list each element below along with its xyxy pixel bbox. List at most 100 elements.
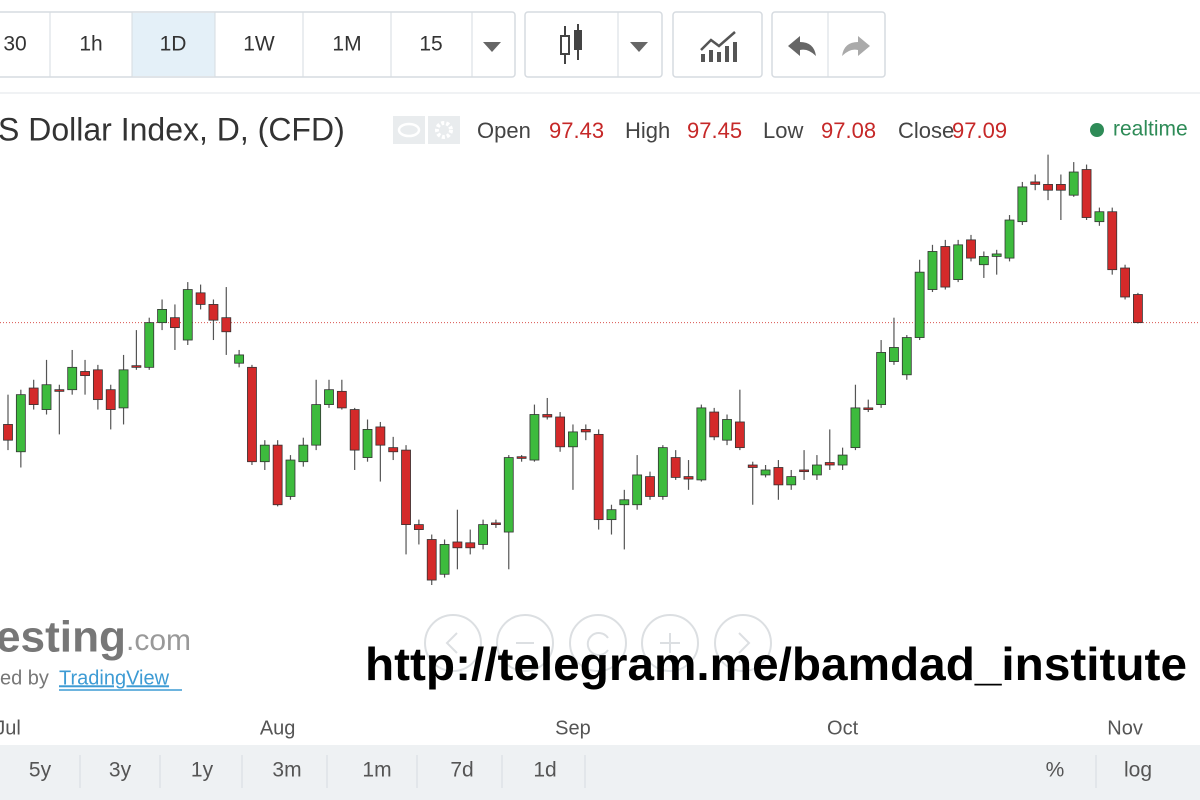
candle-body	[1043, 184, 1053, 191]
x-tick-label: Aug	[260, 717, 296, 739]
candle-body	[786, 476, 797, 486]
interval-button[interactable]: 1D	[160, 33, 187, 56]
reset[interactable]	[569, 614, 627, 672]
candle-body	[966, 239, 976, 259]
candle-body	[1133, 294, 1143, 324]
interval-button[interactable]: 15	[419, 33, 442, 56]
candle-body	[927, 251, 938, 290]
candle-body	[157, 309, 167, 324]
candle-body	[401, 449, 411, 525]
scroll-left[interactable]	[424, 614, 482, 672]
candle-body	[28, 387, 39, 405]
dropdown-arrow[interactable]	[483, 42, 501, 52]
candle-icon	[560, 24, 582, 64]
candle-body	[285, 459, 296, 497]
range-button[interactable]: 7d	[450, 759, 473, 782]
symbol-title: S Dollar Index, D, (CFD)	[0, 111, 345, 147]
candle-body	[812, 464, 822, 476]
interval-button[interactable]: 1M	[332, 33, 361, 56]
candle-body	[709, 411, 720, 438]
x-tick-label: Jul	[0, 717, 21, 739]
interval-button[interactable]: 1W	[243, 33, 275, 56]
candle-body	[645, 476, 655, 497]
candle-body	[503, 457, 514, 533]
candle-body	[413, 524, 424, 530]
interval-button[interactable]: 1h	[79, 33, 102, 56]
range-button[interactable]: 1d	[533, 759, 556, 782]
interval-button[interactable]: 30	[3, 33, 26, 56]
candle-body	[568, 431, 578, 448]
range-button[interactable]: 5y	[29, 759, 52, 782]
bottom-bar	[0, 745, 1200, 800]
candle-body	[593, 433, 604, 521]
scroll-right[interactable]	[714, 614, 772, 672]
candle-body	[362, 429, 373, 458]
ohlc-label: High	[625, 118, 670, 143]
candle-body	[15, 394, 26, 453]
candle-body	[889, 347, 899, 362]
candle-body	[542, 414, 553, 418]
candle-body	[863, 407, 874, 410]
range-button[interactable]: 3y	[109, 759, 132, 782]
x-tick-label: Sep	[555, 717, 591, 739]
range-button[interactable]: 1y	[191, 759, 214, 782]
scale-button[interactable]: %	[1046, 759, 1065, 782]
candle-body	[465, 542, 476, 549]
eye-icon	[397, 122, 421, 138]
candle-body	[3, 424, 13, 441]
candle-body	[1004, 219, 1015, 259]
plot	[0, 154, 1200, 586]
candle-body	[657, 447, 668, 497]
candle-body	[182, 289, 193, 341]
candle-body	[824, 462, 835, 466]
ohlc-value: 97.09	[952, 118, 1007, 143]
candle-body	[760, 469, 771, 476]
candle-body	[426, 539, 437, 581]
candle-body	[991, 253, 1002, 257]
candle-body	[1107, 211, 1118, 271]
candle-body	[92, 369, 103, 401]
candle-body	[529, 414, 540, 461]
dropdown-arrow[interactable]	[630, 42, 648, 52]
undo-icon[interactable]	[788, 36, 816, 56]
candle-body	[491, 522, 501, 525]
range-button[interactable]: 3m	[272, 759, 301, 782]
candle-body	[1068, 171, 1079, 196]
tradingview-link[interactable]: TradingView	[59, 667, 170, 689]
range-button[interactable]: 1m	[362, 759, 391, 782]
ohlc-label: Low	[763, 118, 803, 143]
zoom-glyphs	[445, 632, 751, 654]
zoom-controls	[424, 614, 772, 672]
chart-type-group[interactable]	[524, 11, 663, 78]
ohlc-value: 97.43	[549, 118, 604, 143]
candle-body	[876, 352, 887, 405]
candle-body	[144, 322, 155, 368]
candle-body	[978, 256, 989, 266]
x-tick-label: Nov	[1107, 717, 1143, 739]
candle-body	[850, 407, 861, 449]
settings-button[interactable]	[428, 116, 460, 144]
ohlc-label: Open	[477, 118, 531, 143]
candle-body	[837, 454, 848, 466]
zoom-in[interactable]	[641, 614, 699, 672]
ohlc-value: 97.45	[687, 118, 742, 143]
candle-body	[632, 474, 643, 506]
candle-body	[324, 389, 334, 405]
candle-body	[1017, 186, 1028, 223]
candle-body	[1094, 211, 1105, 223]
active-interval-bg	[132, 13, 215, 76]
gear-icon	[435, 121, 453, 139]
powered-by: ed by	[0, 667, 49, 689]
redo-icon[interactable]	[842, 36, 870, 56]
candle-body	[388, 447, 399, 453]
scale-button[interactable]: log	[1124, 759, 1152, 782]
candle-body	[1120, 267, 1130, 298]
candle-body	[80, 371, 90, 377]
candle-body	[901, 337, 912, 376]
candle-body	[619, 499, 630, 506]
candle-body	[336, 390, 347, 409]
candle-body	[54, 389, 65, 392]
zoom-out[interactable]	[496, 614, 554, 672]
toolbar-buttons: 30 1h 1D 1W 1M 15	[0, 11, 886, 78]
candle-body	[272, 444, 283, 506]
